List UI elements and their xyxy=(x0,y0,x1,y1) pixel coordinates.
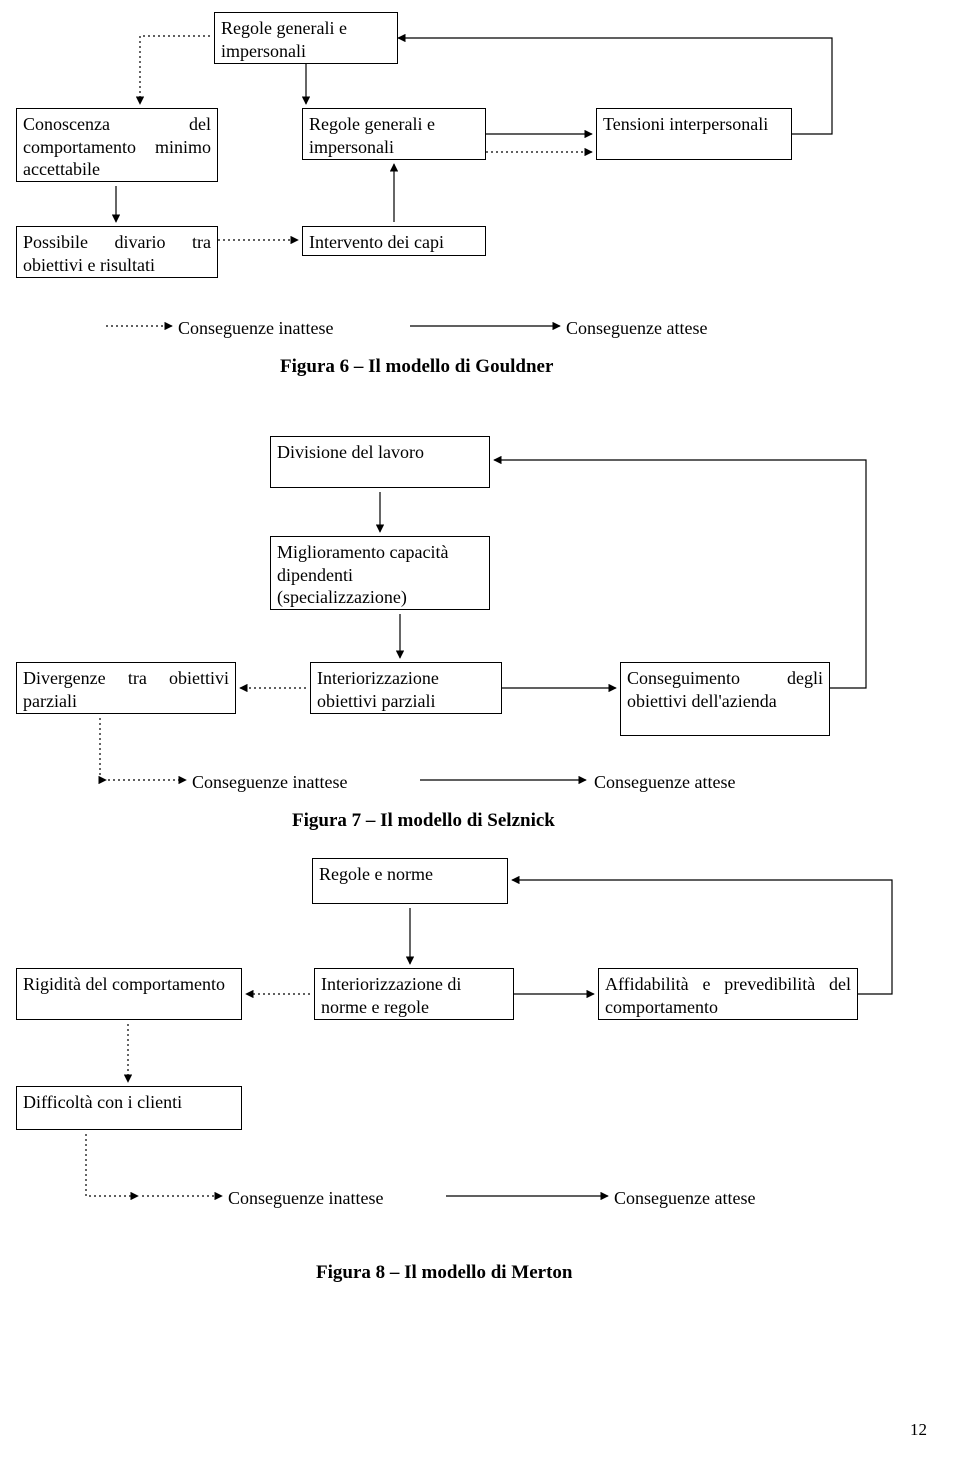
f8-rigidita: Rigidità del comportamento xyxy=(16,968,242,1020)
f6-possibile: Possibile divario tra obiettivi e risult… xyxy=(16,226,218,278)
f8-regole-norme: Regole e norme xyxy=(312,858,508,904)
f8-interiorizzazione-norme: Interiorizzazione di norme e regole xyxy=(314,968,514,1020)
f8-caption: Figura 8 – Il modello di Merton xyxy=(316,1262,572,1284)
page-number: 12 xyxy=(910,1420,927,1440)
f8-difficolta: Difficoltà con i clienti xyxy=(16,1086,242,1130)
f7-interiorizzazione: Interiorizzazione obiettivi parziali xyxy=(310,662,502,714)
f6-legend-attese: Conseguenze attese xyxy=(566,318,707,339)
f6-caption: Figura 6 – Il modello di Gouldner xyxy=(280,356,553,378)
f6-intervento: Intervento dei capi xyxy=(302,226,486,256)
f6-regole-mid: Regole generali e impersonali xyxy=(302,108,486,160)
f6-conoscenza: Conoscenza del comportamento minimo acce… xyxy=(16,108,218,182)
f8-affidabilita: Affidabilità e prevedibilità del comport… xyxy=(598,968,858,1020)
f7-divisione: Divisione del lavoro xyxy=(270,436,490,488)
f8-legend-inattese: Conseguenze inattese xyxy=(228,1188,383,1209)
f7-legend-attese: Conseguenze attese xyxy=(594,772,735,793)
f7-legend-inattese: Conseguenze inattese xyxy=(192,772,347,793)
f7-caption: Figura 7 – Il modello di Selznick xyxy=(292,810,555,832)
f6-regole-top: Regole generali e impersonali xyxy=(214,12,398,64)
f7-miglioramento: Miglioramento capacità dipendenti (speci… xyxy=(270,536,490,610)
f6-tensioni: Tensioni interpersonali xyxy=(596,108,792,160)
f8-legend-attese: Conseguenze attese xyxy=(614,1188,755,1209)
f6-legend-inattese: Conseguenze inattese xyxy=(178,318,333,339)
f7-conseguimento: Conseguimento degli obiettivi dell'azien… xyxy=(620,662,830,736)
f7-divergenze: Divergenze tra obiettivi parziali xyxy=(16,662,236,714)
